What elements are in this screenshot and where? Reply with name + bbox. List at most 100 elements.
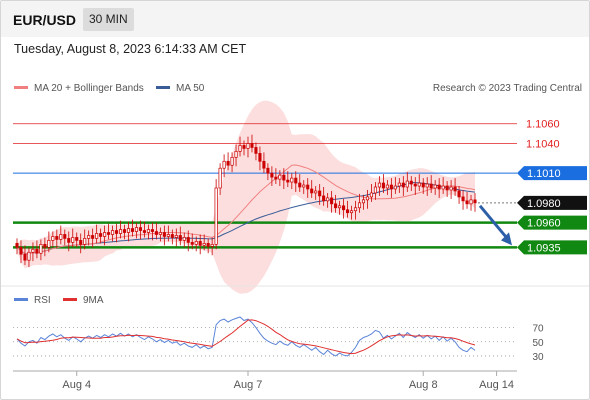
candle-body	[178, 235, 182, 241]
candle-body	[118, 229, 123, 234]
candle-body	[63, 234, 67, 239]
candle-body	[134, 227, 139, 232]
level-tags: 1.1060 1.1040 1.1010 1.0960 1.0935 1.0980	[517, 119, 587, 255]
candle-body	[166, 234, 170, 237]
time-tick-label: Aug 8	[409, 379, 438, 391]
candle-body	[365, 196, 370, 201]
candle-body	[35, 248, 39, 254]
level-tag-1.1010: 1.1010	[527, 168, 561, 180]
candle-body	[461, 196, 465, 202]
candle-body	[126, 228, 131, 233]
legend-rsi-swatch	[14, 298, 28, 301]
candle-body	[222, 160, 226, 169]
candle-body	[349, 210, 354, 214]
candle-body	[67, 238, 71, 243]
candle-body	[306, 184, 310, 190]
level-tag-1.0935-bg	[517, 240, 587, 255]
candle-body	[421, 182, 425, 188]
top-bar: EUR/USD 30 MIN	[1, 1, 589, 37]
arrow-head	[501, 232, 512, 246]
level-tag-1.1040: 1.1040	[526, 139, 560, 151]
candle-body	[103, 232, 107, 237]
candle-body	[449, 186, 453, 191]
last-price-tag-bg	[517, 195, 587, 210]
arrow-shaft	[478, 204, 510, 241]
candle-body	[19, 246, 23, 255]
candle-body	[302, 184, 306, 188]
candle-body	[361, 199, 366, 204]
candle-body	[130, 228, 135, 232]
candle-body	[465, 200, 469, 205]
candle-body	[182, 237, 186, 241]
candle-body	[138, 227, 143, 231]
candle-body	[453, 186, 457, 192]
candle-body	[150, 229, 154, 232]
level-tag-1.1010-bg	[517, 166, 587, 181]
legend-ma9-label: 9MA	[83, 295, 104, 306]
candle-body	[326, 197, 330, 202]
candle-body	[214, 187, 218, 245]
candle-body	[122, 229, 127, 233]
level-tag-1.1060: 1.1060	[526, 119, 560, 131]
candle-body	[206, 243, 210, 247]
candle-body	[202, 243, 206, 246]
candle-body	[154, 231, 158, 235]
time-axis: Aug 4 Aug 7 Aug 8 Aug 14	[13, 370, 517, 391]
candle-body	[250, 143, 254, 148]
symbol-label: EUR/USD	[13, 12, 77, 28]
candle-body	[389, 184, 393, 190]
candle-body	[83, 238, 87, 245]
candle-body	[278, 174, 282, 180]
candle-body	[469, 199, 473, 205]
candle-body	[198, 241, 202, 246]
candle-body	[162, 232, 166, 237]
candle-body	[55, 236, 59, 240]
candle-body	[377, 182, 381, 188]
candle-body	[342, 205, 346, 211]
candle-body	[270, 172, 274, 178]
legend-ma50-label: MA 50	[176, 83, 205, 94]
candle-body	[75, 237, 79, 241]
candle-body	[322, 195, 326, 202]
candle-body	[369, 192, 374, 198]
level-tag-1.0960: 1.0960	[527, 218, 561, 230]
candle-body	[457, 190, 461, 198]
candle-body	[31, 248, 35, 253]
candle-body	[330, 197, 334, 205]
candle-body	[59, 234, 63, 240]
legend-rsi-label: RSI	[34, 295, 51, 306]
candle-body	[429, 183, 433, 189]
candle-body	[79, 240, 83, 245]
credit-text: Research © 2023 Trading Central	[433, 83, 582, 94]
candle-body	[437, 184, 441, 190]
level-tag-1.0935: 1.0935	[527, 242, 561, 254]
level-tag-1.0960-bg	[517, 215, 587, 230]
candle-body	[246, 143, 250, 149]
price-levels	[13, 123, 517, 249]
interval-button[interactable]: 30 MIN	[83, 8, 134, 31]
candle-body	[381, 182, 385, 189]
candle-body	[226, 160, 230, 166]
candle-body	[234, 151, 238, 158]
candle-body	[115, 230, 119, 234]
candle-body	[441, 185, 445, 190]
candle-body	[107, 232, 111, 235]
candle-body	[230, 156, 234, 166]
candle-body	[298, 182, 302, 188]
rsi-panel: 70 50 30	[13, 316, 544, 363]
candle-body	[43, 244, 47, 248]
candle-body	[346, 209, 350, 214]
candle-body	[310, 188, 314, 194]
candle-body	[146, 229, 150, 233]
candle-body	[238, 145, 242, 152]
candle-body	[258, 153, 262, 162]
candle-body	[218, 167, 222, 189]
candle-body	[111, 230, 115, 235]
timestamp: Tuesday, August 8, 2023 6:14:33 AM CET	[14, 42, 247, 56]
candle-body	[314, 190, 318, 194]
candle-body	[15, 243, 19, 248]
rsi-line	[16, 316, 476, 357]
candle-body	[425, 183, 429, 188]
candle-body	[174, 235, 178, 238]
candle-body	[373, 186, 377, 194]
